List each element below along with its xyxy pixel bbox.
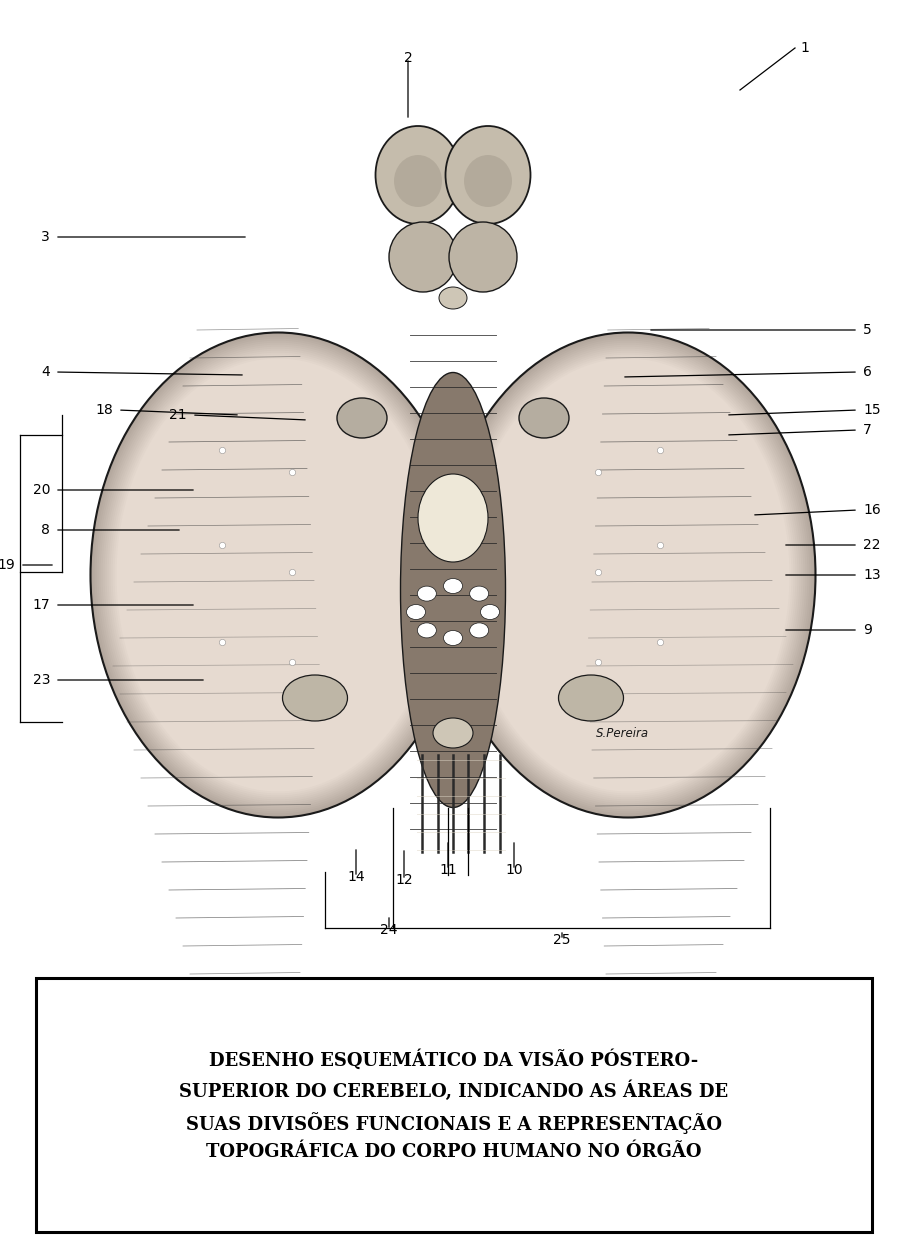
Ellipse shape (418, 390, 488, 791)
Ellipse shape (558, 674, 623, 721)
Text: 25: 25 (554, 933, 571, 947)
Ellipse shape (112, 355, 444, 796)
Ellipse shape (418, 475, 488, 562)
Ellipse shape (444, 578, 462, 593)
Text: 10: 10 (506, 863, 523, 877)
Ellipse shape (445, 336, 812, 813)
Ellipse shape (442, 335, 814, 816)
Ellipse shape (102, 345, 454, 806)
Ellipse shape (91, 332, 466, 818)
Ellipse shape (109, 351, 448, 799)
Ellipse shape (447, 338, 809, 812)
Ellipse shape (450, 342, 805, 808)
Text: 6: 6 (863, 365, 872, 378)
Text: 2: 2 (404, 51, 412, 65)
Ellipse shape (408, 380, 498, 801)
Ellipse shape (101, 342, 456, 808)
Text: DESENHO ESQUEMÁTICO DA VISÃO PÓSTERO-
SUPERIOR DO CEREBELO, INDICANDO AS ÁREAS D: DESENHO ESQUEMÁTICO DA VISÃO PÓSTERO- SU… (179, 1049, 728, 1162)
Text: 22: 22 (863, 538, 881, 552)
Ellipse shape (446, 126, 531, 224)
Ellipse shape (460, 352, 795, 798)
Text: 5: 5 (863, 323, 872, 337)
Text: 14: 14 (347, 871, 365, 884)
Ellipse shape (413, 385, 493, 796)
Text: 1: 1 (800, 41, 809, 55)
Ellipse shape (458, 351, 797, 799)
Ellipse shape (389, 222, 457, 292)
Ellipse shape (337, 398, 387, 438)
Ellipse shape (403, 375, 503, 806)
Ellipse shape (394, 155, 442, 207)
Text: 18: 18 (95, 403, 113, 417)
Ellipse shape (410, 382, 496, 798)
Ellipse shape (375, 126, 460, 224)
Text: 20: 20 (33, 483, 50, 497)
Ellipse shape (462, 355, 794, 796)
Ellipse shape (469, 586, 488, 601)
Ellipse shape (407, 605, 426, 620)
Ellipse shape (418, 586, 437, 601)
Text: 17: 17 (33, 598, 50, 612)
Ellipse shape (455, 346, 802, 803)
Ellipse shape (452, 345, 804, 806)
Ellipse shape (104, 346, 451, 803)
Ellipse shape (467, 358, 789, 792)
Ellipse shape (464, 155, 512, 207)
Text: 23: 23 (33, 673, 50, 687)
Ellipse shape (433, 718, 473, 748)
Text: 12: 12 (395, 873, 413, 887)
Ellipse shape (519, 398, 569, 438)
Ellipse shape (283, 674, 348, 721)
Text: 15: 15 (863, 403, 881, 417)
Ellipse shape (440, 332, 815, 818)
Text: 7: 7 (863, 423, 872, 437)
Text: 16: 16 (863, 503, 881, 517)
Ellipse shape (111, 352, 446, 798)
Ellipse shape (480, 605, 499, 620)
Text: 11: 11 (439, 863, 457, 877)
Ellipse shape (99, 341, 458, 809)
Ellipse shape (416, 387, 490, 793)
Ellipse shape (465, 356, 792, 793)
FancyBboxPatch shape (36, 978, 872, 1232)
Ellipse shape (117, 358, 439, 792)
Text: 9: 9 (863, 623, 872, 637)
Text: 4: 4 (42, 365, 50, 378)
Ellipse shape (448, 341, 807, 809)
Ellipse shape (92, 335, 464, 816)
Ellipse shape (94, 336, 461, 813)
Ellipse shape (469, 623, 488, 638)
Ellipse shape (107, 348, 449, 802)
Text: 3: 3 (42, 230, 50, 244)
Text: 19: 19 (0, 558, 15, 572)
Ellipse shape (444, 631, 462, 646)
Text: S.Pereira: S.Pereira (595, 727, 649, 739)
Ellipse shape (457, 348, 799, 802)
Ellipse shape (400, 372, 506, 808)
Ellipse shape (97, 338, 459, 812)
Ellipse shape (114, 356, 441, 793)
Text: 24: 24 (381, 923, 398, 937)
Text: 8: 8 (41, 523, 50, 537)
Ellipse shape (439, 287, 467, 309)
Ellipse shape (449, 222, 517, 292)
Text: 13: 13 (863, 568, 881, 582)
Text: 21: 21 (169, 408, 187, 422)
Ellipse shape (418, 623, 437, 638)
Ellipse shape (406, 377, 500, 803)
